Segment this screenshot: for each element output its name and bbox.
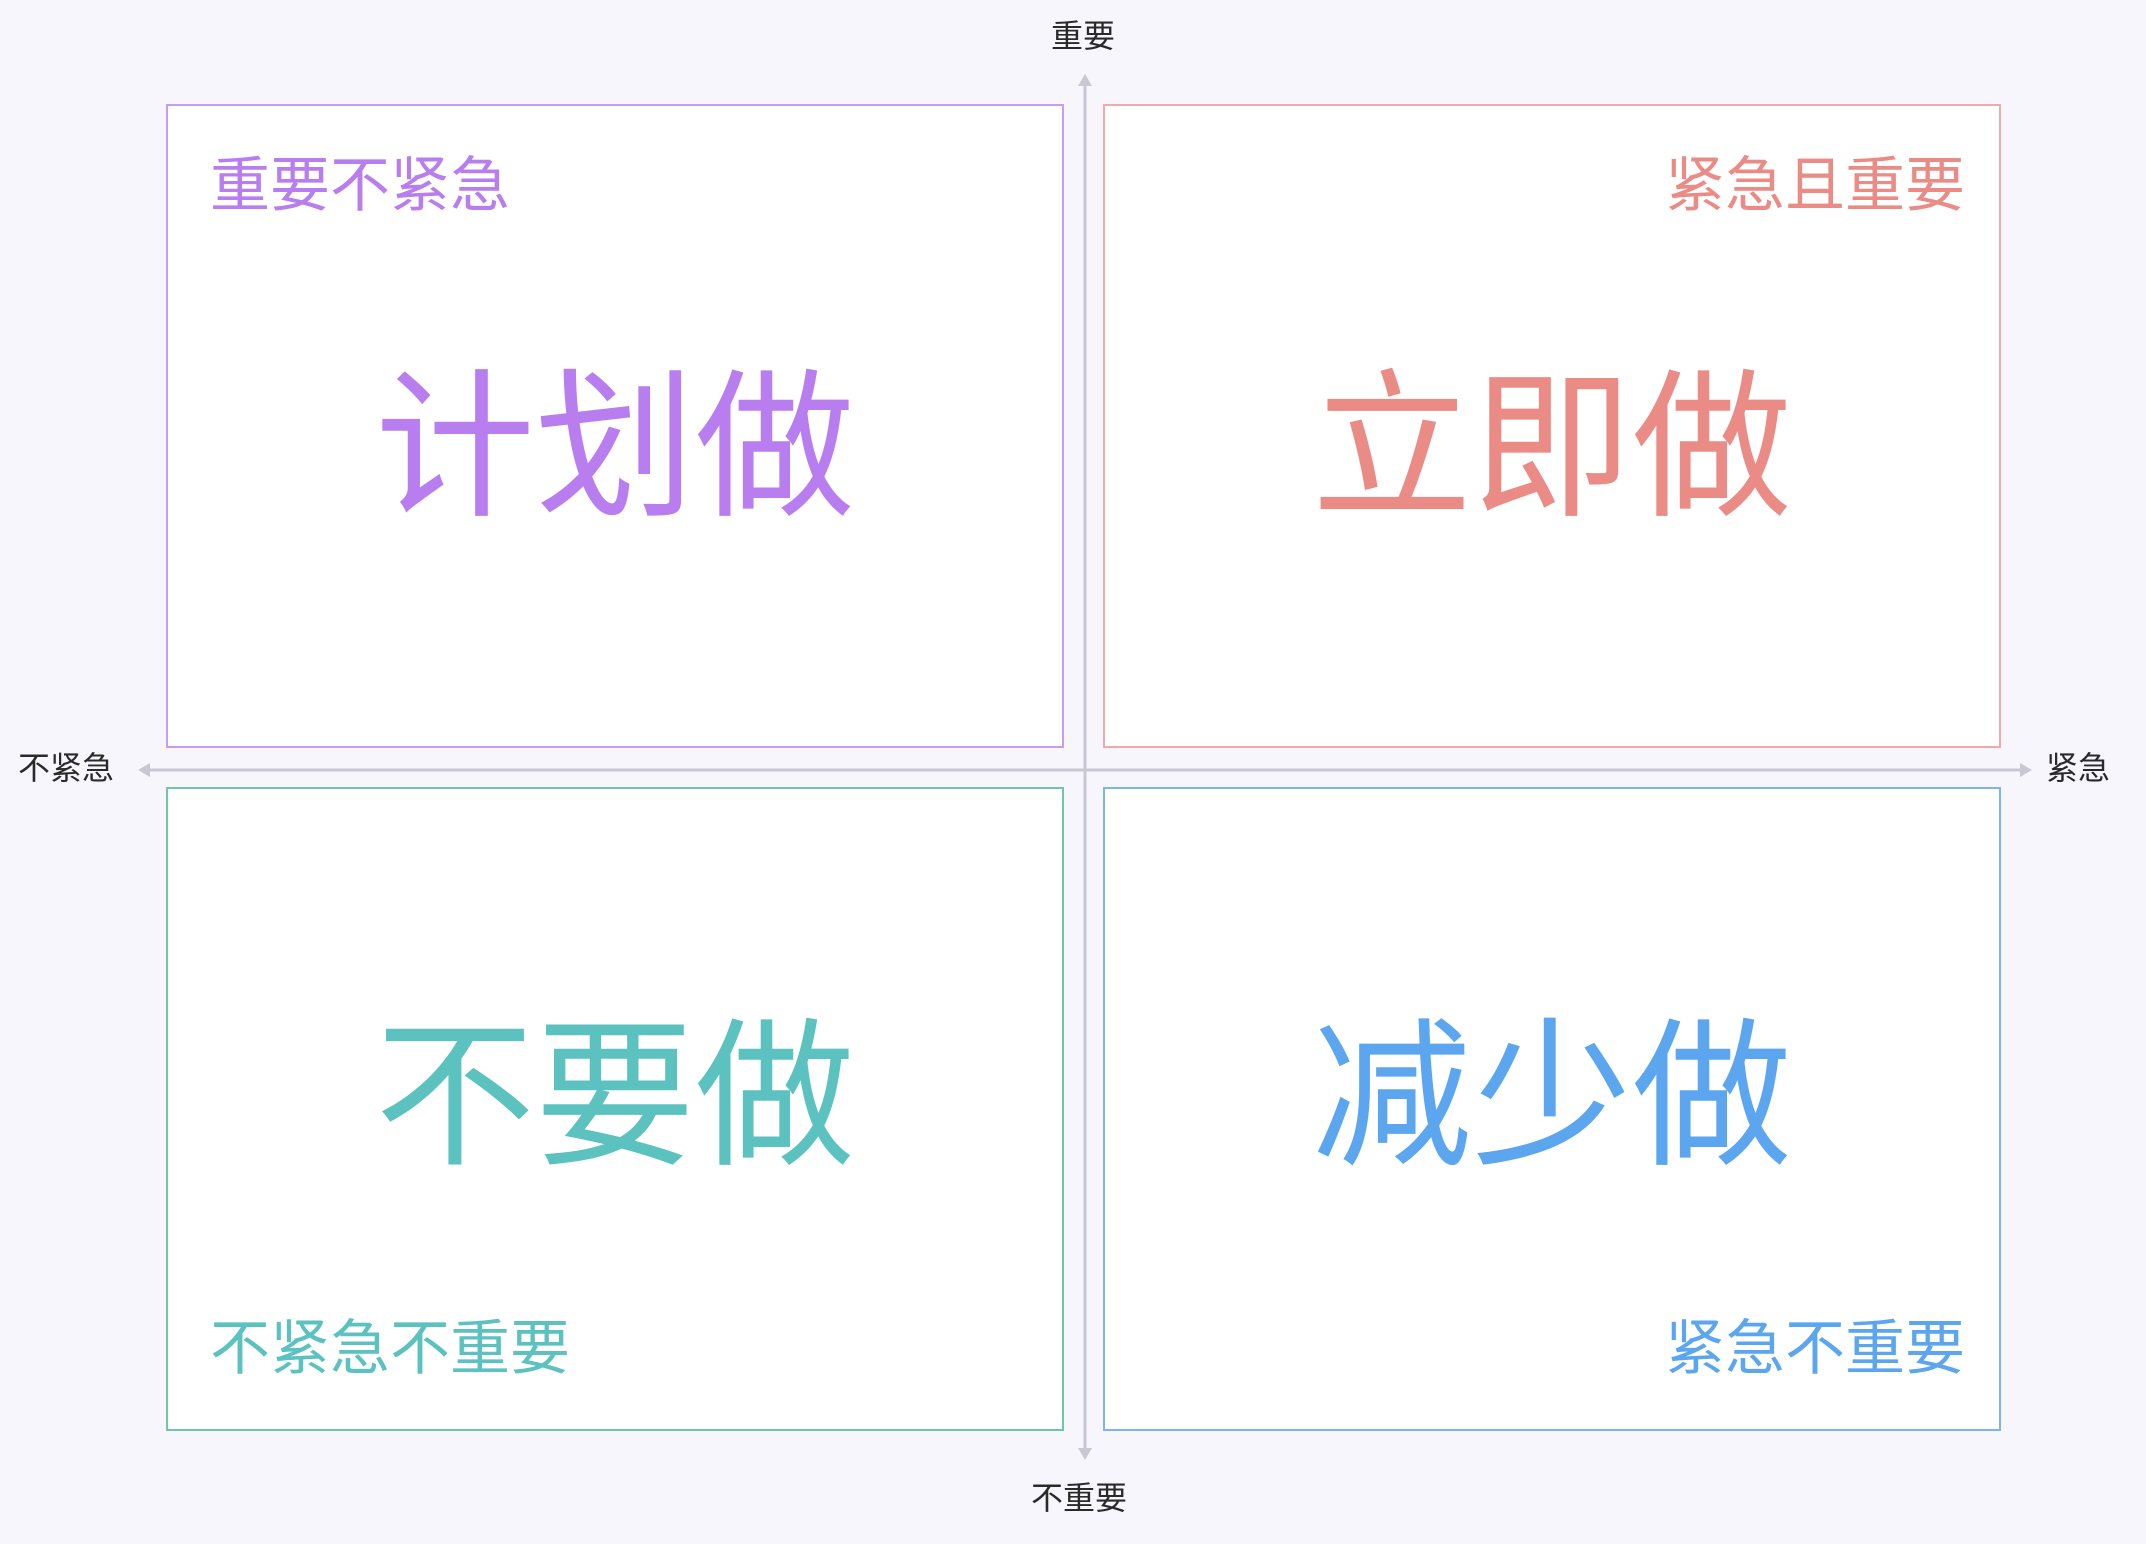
quadrant-urgent-not-important: 紧急不重要 减少做: [1103, 787, 2001, 1431]
up-arrow-icon: [1078, 74, 1092, 86]
left-arrow-icon: [138, 763, 150, 777]
quadrant-urgent-important: 紧急且重要 立即做: [1103, 104, 2001, 748]
quadrant-action: 减少做: [1311, 1003, 1792, 1190]
quadrant-not-urgent-not-important: 不紧急不重要 不要做: [166, 787, 1064, 1431]
axis-label-not-urgent: 不紧急: [18, 749, 115, 787]
quadrant-action: 不要做: [374, 1003, 855, 1190]
axis-label-not-important: 不重要: [1031, 1479, 1128, 1517]
down-arrow-icon: [1078, 1448, 1092, 1460]
right-arrow-icon: [2020, 763, 2032, 777]
quadrant-caption: 不紧急不重要: [210, 1314, 570, 1384]
quadrant-caption: 紧急且重要: [1665, 151, 1965, 221]
quadrant-caption: 重要不紧急: [210, 151, 510, 221]
axis-label-urgent: 紧急: [2046, 749, 2111, 787]
quadrant-important-not-urgent: 重要不紧急 计划做: [166, 104, 1064, 748]
quadrant-action: 计划做: [374, 354, 855, 541]
quadrant-caption: 紧急不重要: [1665, 1314, 1965, 1384]
axis-label-important: 重要: [1051, 17, 1116, 55]
quadrant-action: 立即做: [1311, 354, 1792, 541]
